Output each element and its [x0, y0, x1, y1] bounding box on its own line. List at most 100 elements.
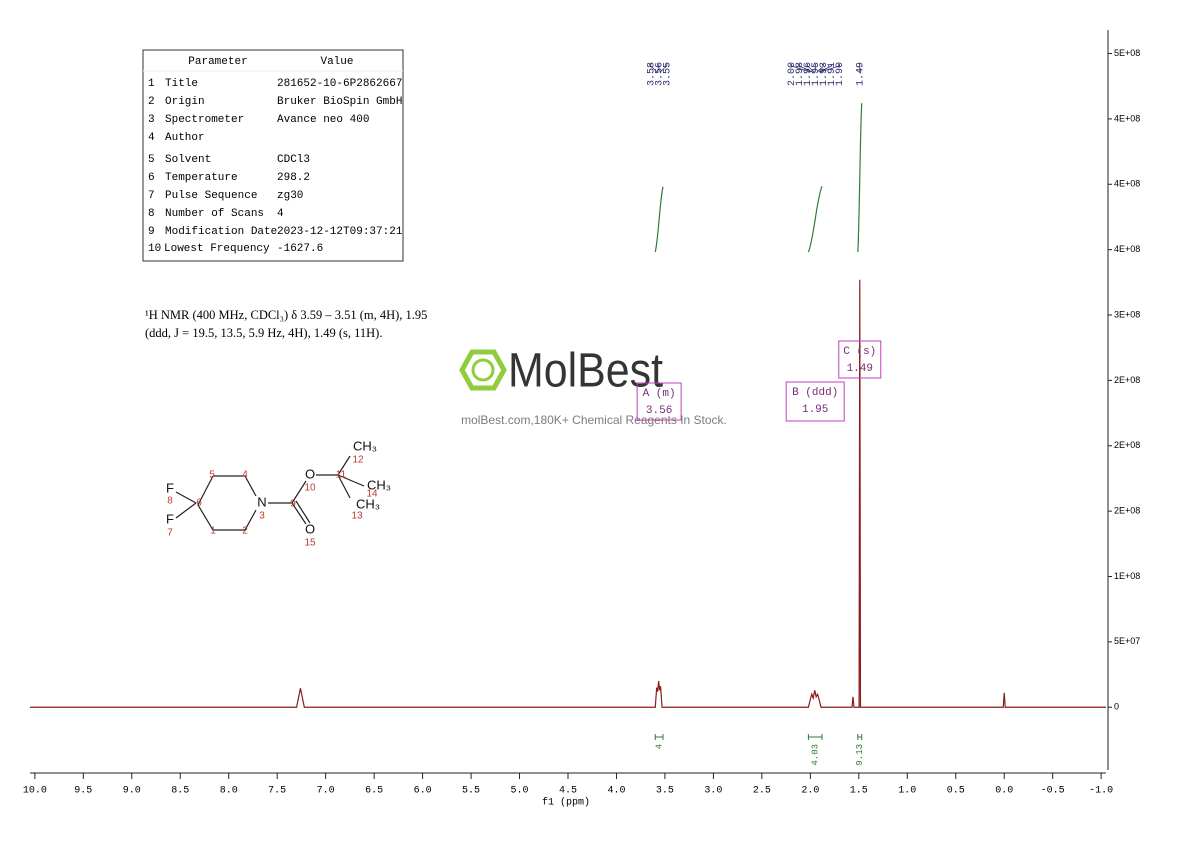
logo-icon: [459, 349, 507, 391]
peak-connector: [807, 64, 815, 73]
atom-number: 8: [167, 496, 173, 507]
peak-label: 3.55: [662, 62, 673, 86]
table-cell: Spectrometer: [165, 114, 244, 126]
y-tick-label: 3E+08: [1114, 309, 1140, 319]
atom-number: 13: [351, 511, 363, 522]
x-tick-label: 3.5: [656, 786, 674, 797]
table-cell: zg30: [277, 190, 303, 202]
table-cell: 281652-10-6P2862667: [277, 78, 402, 90]
atom-label: F: [166, 511, 174, 526]
x-tick-label: 0.0: [995, 786, 1013, 797]
multiplet-label: B (ddd): [792, 387, 838, 399]
table-cell: Author: [165, 132, 205, 144]
x-tick-label: 2.0: [801, 786, 819, 797]
x-tick-label: 8.5: [171, 786, 189, 797]
atom-label: F: [166, 480, 174, 495]
table-cell: 1: [148, 78, 155, 90]
peak-label: 1.95: [811, 62, 822, 86]
peak-connector: [659, 64, 668, 73]
x-axis-label: f1 (ppm): [542, 797, 590, 809]
table-cell: 7: [148, 190, 155, 202]
peak-connector: [819, 64, 840, 73]
peak-label: 1.49: [855, 62, 866, 86]
atom-label: CH₃: [367, 477, 391, 492]
table-cell: Temperature: [165, 172, 238, 184]
x-tick-label: 4.5: [559, 786, 577, 797]
table-cell: Pulse Sequence: [165, 190, 257, 202]
x-tick-label: 9.0: [123, 786, 141, 797]
multiplet-box: [785, 381, 845, 422]
multiplet-box: [838, 340, 882, 379]
multiplet-shift: 1.95: [802, 404, 828, 416]
atom-label: O: [305, 466, 315, 481]
table-cell: Number of Scans: [165, 208, 264, 220]
x-tick-label: 10.0: [23, 786, 47, 797]
integral-curve: [807, 186, 823, 253]
multiplet-shift: 1.49: [847, 363, 873, 375]
integral-bracket: [857, 734, 863, 740]
description-line: (ddd, J = 19.5, 13.5, 5.9 Hz, 4H), 1.49 …: [145, 326, 382, 340]
table-cell: Lowest Frequency: [164, 243, 270, 255]
x-tick-label: 0.5: [947, 786, 965, 797]
atom-label: N: [257, 494, 266, 509]
x-tick-label: 1.5: [850, 786, 868, 797]
x-tick-label: 9.5: [74, 786, 92, 797]
table-cell: 9: [148, 226, 155, 238]
x-tick-label: 7.0: [317, 786, 335, 797]
watermark: MolBest molBest.com,180K+ Chemical Reage…: [459, 345, 727, 427]
peak-label: 3.58: [646, 62, 657, 86]
atom-number: 11: [336, 470, 347, 481]
table-cell: Origin: [165, 96, 205, 108]
table-cell: Avance neo 400: [277, 114, 369, 126]
atom-number: 2: [242, 526, 248, 537]
x-tick-label: 1.0: [898, 786, 916, 797]
peak-label: 2.00: [787, 62, 798, 86]
table-cell: 2: [148, 96, 155, 108]
table-cell: 4: [277, 208, 284, 220]
integral-label: 9.13: [855, 744, 865, 766]
tagline: molBest.com,180K+ Chemical Reagents In S…: [461, 413, 727, 427]
y-tick-label: 4E+08: [1114, 244, 1140, 254]
peak-label: 1.93: [819, 62, 830, 86]
y-tick-label: 4E+08: [1114, 113, 1140, 123]
atom-number: 9: [290, 499, 296, 510]
peak-connector: [799, 64, 813, 73]
peak-label: 1.91: [827, 62, 838, 86]
multiplet-shift: 3.56: [646, 405, 672, 417]
y-tick-label: 2E+08: [1114, 440, 1140, 450]
table-cell: 298.2: [277, 172, 310, 184]
table-cell: Solvent: [165, 154, 211, 166]
table-cell: -1627.6: [277, 243, 323, 255]
logo-icon: [471, 358, 495, 382]
atom-label: CH₃: [356, 496, 380, 511]
table-cell: 4: [148, 132, 155, 144]
table-cell: CDCl3: [277, 154, 310, 166]
atom-number: 15: [304, 538, 316, 549]
table-cell: 5: [148, 154, 155, 166]
x-tick-label: -0.5: [1041, 786, 1065, 797]
atom-number: 10: [304, 483, 316, 494]
atom-label: O: [305, 521, 315, 536]
atom-number: 12: [352, 455, 364, 466]
integral-label: 4: [654, 744, 664, 749]
table-cell: 10: [148, 243, 161, 255]
table-cell: 2023-12-12T09:37:21: [277, 226, 403, 238]
atom-number: 14: [366, 489, 378, 500]
atom-number: 5: [209, 470, 215, 481]
peak-label: 1.90: [835, 62, 846, 86]
y-tick-label: 5E+08: [1114, 48, 1140, 58]
peak-label: 1.98: [795, 62, 806, 86]
multiplet-label: A (m): [643, 388, 676, 400]
atom-number: 4: [242, 470, 248, 481]
atom-label: CH₃: [353, 438, 377, 453]
spectrum-line: [30, 279, 1106, 708]
x-tick-label: 8.0: [220, 786, 238, 797]
multiplet-box: [636, 382, 682, 421]
x-tick-label: 6.5: [365, 786, 383, 797]
parameter-table-frame: [142, 49, 404, 262]
atom-number: 3: [259, 511, 265, 522]
x-tick-label: 4.0: [607, 786, 625, 797]
table-cell: Bruker BioSpin GmbH: [277, 96, 402, 108]
bonds: [175, 455, 365, 525]
